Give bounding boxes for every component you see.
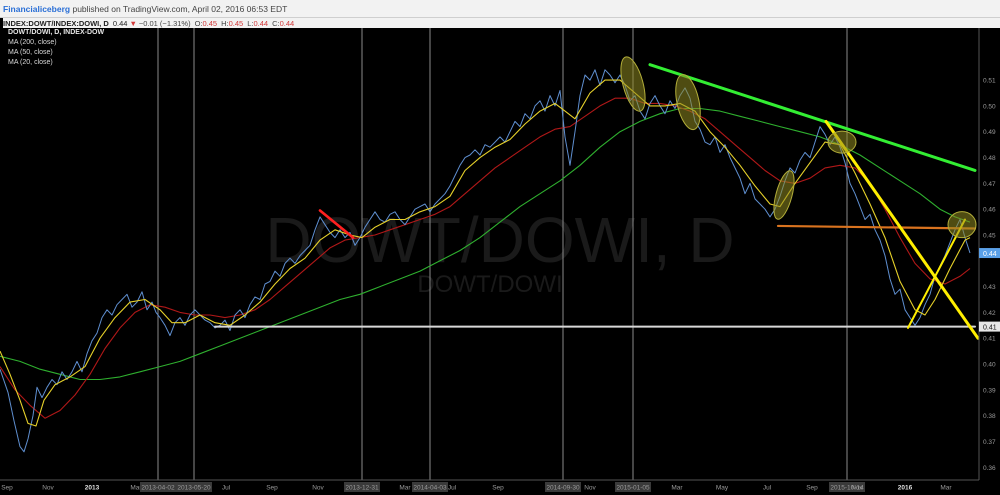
y-tick-label: 0.37: [983, 439, 996, 446]
legend-ma20[interactable]: MA (20, close): [8, 59, 53, 66]
indicator-legend: DOWT/DOWI, D, INDEX-DOW MA (200, close) …: [8, 28, 104, 68]
high-value: 0.45: [228, 18, 244, 28]
y-tick-label: 0.40: [983, 362, 996, 369]
close-value: 0.44: [279, 18, 295, 28]
header-bar: Financialiceberg published on TradingVie…: [0, 0, 1000, 18]
highlight-ellipse[interactable]: [616, 54, 650, 113]
x-tick-label: Sep: [806, 485, 818, 492]
y-tick-label: 0.49: [983, 129, 996, 136]
downtrend-line-green[interactable]: [648, 63, 977, 172]
x-tick-label: 2016: [898, 485, 913, 492]
time-axis: [0, 480, 1000, 495]
date-marker-box: [176, 482, 212, 492]
legend-title: DOWT/DOWI, D, INDEX-DOW: [8, 29, 105, 36]
close-label: C:: [272, 18, 280, 28]
downtrend-line-yellow[interactable]: [824, 119, 980, 340]
y-tick-label: 0.42: [983, 310, 996, 317]
support-price-label: 0.41: [983, 325, 997, 332]
y-tick-label: 0.36: [983, 465, 996, 472]
x-tick-label: Mar: [399, 485, 411, 492]
published-note: published on TradingView.com, April 02, …: [72, 3, 288, 14]
y-tick-label: 0.51: [983, 78, 996, 85]
highlight-ellipse[interactable]: [827, 130, 857, 154]
uptrend-line-yellow[interactable]: [907, 218, 966, 329]
series-ma20-line[interactable]: [0, 79, 971, 427]
x-tick-label: Nov: [42, 485, 54, 492]
last-price-box: [979, 248, 1000, 259]
symbol-label: INDEX:DOWT/INDEX:DOWI, D: [3, 18, 109, 28]
last-value: 0.44: [112, 18, 128, 28]
x-tick-label: Jul: [448, 485, 457, 492]
quote-line: INDEX:DOWT/INDEX:DOWI, D 0.44 ▼ −0.01 (−…: [3, 18, 1000, 28]
legend-ma200[interactable]: MA (200, close): [8, 39, 57, 46]
y-tick-label: 0.47: [983, 181, 996, 188]
x-tick-label: Nov: [584, 485, 596, 492]
y-tick-label: 0.41: [983, 336, 996, 343]
date-marker-box: [140, 482, 176, 492]
high-label: H:: [221, 18, 229, 28]
x-tick-label: 2015-10-14: [830, 485, 864, 492]
trend-line-red[interactable]: [318, 209, 355, 239]
x-tick-label: Nov: [312, 485, 324, 492]
watermark-sub: DOWT/DOWI: [417, 271, 562, 298]
y-tick-label: 0.43: [983, 284, 996, 291]
y-tick-label: 0.48: [983, 155, 996, 162]
y-tick-label: 0.38: [983, 413, 996, 420]
x-tick-label: 2013-12-31: [345, 485, 379, 492]
date-marker-box: [412, 482, 448, 492]
series-ma50-line[interactable]: [0, 97, 971, 419]
highlight-ellipse[interactable]: [947, 211, 977, 239]
watermark-main: DOWT/DOWI, D: [265, 204, 734, 276]
x-tick-label: Jul: [222, 485, 231, 492]
low-label: L:: [247, 18, 254, 28]
date-marker-box: [615, 482, 651, 492]
x-tick-label: Jul: [763, 485, 772, 492]
y-tick-label: 0.50: [983, 103, 996, 110]
highlight-ellipse[interactable]: [671, 72, 704, 131]
x-tick-label: 2015-01-05: [616, 485, 650, 492]
change-value: −0.01 (−1.31%): [138, 18, 191, 28]
series-price-line[interactable]: [0, 69, 971, 453]
date-marker-box: [829, 482, 865, 492]
x-tick-label: Mar: [671, 485, 683, 492]
x-tick-label: 2014-04-03: [413, 485, 447, 492]
open-label: O:: [194, 18, 203, 28]
date-marker-box: [545, 482, 581, 492]
x-tick-label: 2013: [85, 485, 100, 492]
x-tick-label: Mar: [940, 485, 952, 492]
x-tick-label: 2013-05-20: [177, 485, 211, 492]
neckline-orange[interactable]: [776, 224, 977, 230]
down-arrow-icon: ▼: [129, 18, 137, 28]
x-tick-label: Nov: [851, 485, 863, 492]
date-marker-box: [344, 482, 380, 492]
x-tick-label: Mar: [130, 485, 142, 492]
legend-ma50[interactable]: MA (50, close): [8, 49, 53, 56]
low-value: 0.44: [253, 18, 269, 28]
x-tick-label: Sep: [492, 485, 504, 492]
last-price-label: 0.44: [983, 251, 997, 258]
support-price-box: [979, 321, 1000, 332]
x-tick-label: 2014-09-30: [546, 485, 580, 492]
x-tick-label: 2013-04-02: [141, 485, 175, 492]
x-tick-label: Sep: [266, 485, 278, 492]
brand-name[interactable]: Financialiceberg: [3, 3, 71, 14]
y-tick-label: 0.46: [983, 207, 996, 214]
y-tick-label: 0.45: [983, 232, 996, 239]
open-value: 0.45: [202, 18, 218, 28]
x-tick-label: May: [716, 485, 729, 492]
y-tick-label: 0.39: [983, 387, 996, 394]
x-tick-label: Sep: [1, 485, 13, 492]
plot-area[interactable]: [0, 20, 980, 480]
highlight-ellipse[interactable]: [770, 169, 798, 221]
